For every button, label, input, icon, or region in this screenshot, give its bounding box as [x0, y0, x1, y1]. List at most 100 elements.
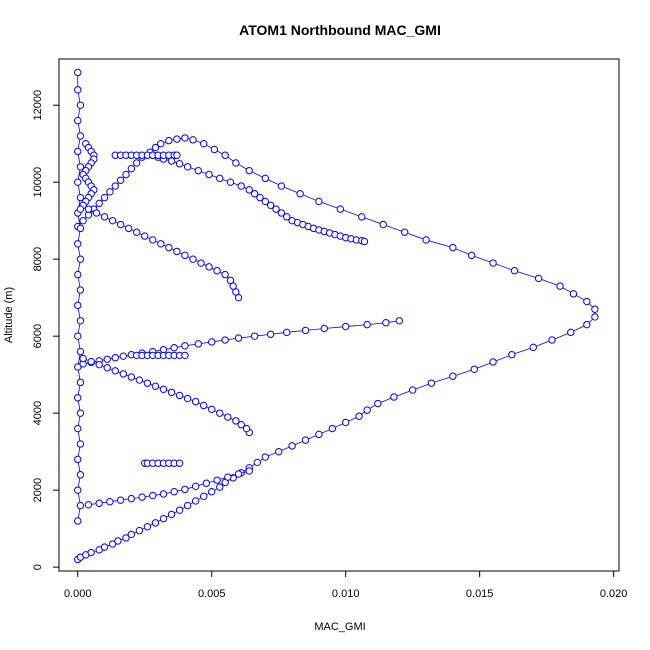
x-tick-label: 0.015: [466, 588, 494, 600]
data-point: [74, 363, 82, 371]
data-point: [181, 134, 189, 142]
data-point: [363, 406, 371, 414]
data-point: [76, 163, 85, 171]
data-point: [181, 342, 189, 350]
data-point: [165, 243, 173, 252]
data-point: [489, 259, 497, 267]
data-point: [232, 159, 240, 167]
data-point: [74, 332, 82, 340]
y-tick-label: 6000: [32, 324, 44, 348]
x-tick-label: 0.000: [64, 588, 92, 600]
data-point: [197, 259, 205, 267]
data-point: [133, 228, 141, 236]
data-point: [591, 305, 599, 313]
data-point: [183, 501, 192, 510]
data-point: [245, 186, 253, 194]
data-point: [191, 397, 200, 406]
data-point: [199, 139, 208, 148]
data-point: [216, 409, 224, 417]
data-point: [175, 506, 184, 514]
series: [74, 68, 85, 525]
series: [111, 151, 181, 159]
data-point: [234, 293, 243, 302]
data-point: [175, 459, 184, 467]
data-point: [79, 216, 87, 225]
data-point: [360, 237, 369, 246]
data-point: [111, 182, 119, 190]
data-point: [232, 288, 240, 296]
data-point: [127, 165, 136, 173]
y-axis: 0 2000 4000 6000 8000 10000 12000: [32, 90, 60, 570]
data-point: [159, 514, 168, 523]
data-point: [379, 220, 387, 229]
data-point: [253, 458, 261, 467]
data-point: [213, 267, 221, 275]
data-point: [92, 209, 101, 217]
data-point: [74, 147, 82, 156]
data-point: [167, 510, 176, 519]
data-point: [355, 412, 363, 420]
data-point: [95, 199, 103, 208]
data-point: [245, 467, 253, 475]
data-point: [328, 424, 337, 433]
series-line: [88, 470, 250, 506]
data-point: [232, 417, 240, 425]
data-point: [213, 476, 221, 484]
data-point: [167, 157, 176, 165]
data-point: [157, 240, 165, 248]
data-point: [170, 344, 178, 352]
data-point: [529, 343, 537, 352]
data-point: [151, 519, 160, 527]
data-point: [183, 163, 192, 171]
data-point: [151, 143, 160, 152]
data-point: [224, 473, 232, 481]
data-point: [74, 240, 82, 248]
data-point: [173, 151, 181, 159]
data-point: [390, 393, 398, 401]
data-point: [127, 373, 136, 381]
y-tick-label: 10000: [32, 167, 44, 198]
data-point: [199, 492, 208, 501]
series: [79, 354, 253, 437]
data-point: [103, 355, 111, 363]
data-point: [167, 388, 176, 397]
data-point: [489, 358, 497, 366]
data-point: [277, 209, 286, 217]
data-point: [226, 178, 235, 186]
data-point: [74, 517, 82, 525]
data-point: [199, 401, 208, 410]
data-point: [591, 313, 599, 321]
data-point: [283, 328, 291, 337]
data-point: [74, 486, 82, 494]
data-point: [74, 270, 82, 279]
data-point: [189, 136, 197, 144]
data-point: [358, 213, 366, 221]
series: [76, 139, 98, 213]
data-point: [194, 166, 203, 175]
data-point: [208, 338, 216, 346]
data-point: [74, 178, 82, 186]
data-point: [194, 340, 203, 348]
data-point: [508, 350, 516, 359]
data-point: [510, 267, 519, 275]
data-point: [548, 336, 556, 344]
data-point: [76, 224, 85, 233]
x-tick-label: 0.020: [600, 588, 628, 600]
data-point: [272, 205, 280, 213]
data-point: [111, 367, 119, 375]
y-tick-label: 0: [32, 564, 44, 570]
data-point: [395, 317, 403, 325]
data-point: [173, 247, 181, 256]
data-point: [470, 365, 479, 373]
data-point: [569, 290, 578, 298]
x-axis-label: MAC_GMI: [314, 621, 365, 633]
y-axis-label: Altitude (m): [3, 287, 15, 343]
data-point: [111, 354, 119, 362]
data-point: [157, 139, 165, 148]
y-tick-label: 12000: [32, 90, 44, 121]
data-point: [74, 455, 82, 464]
data-point: [216, 174, 224, 183]
data-point: [116, 176, 125, 184]
data-point: [127, 530, 136, 539]
data-point: [216, 483, 224, 491]
